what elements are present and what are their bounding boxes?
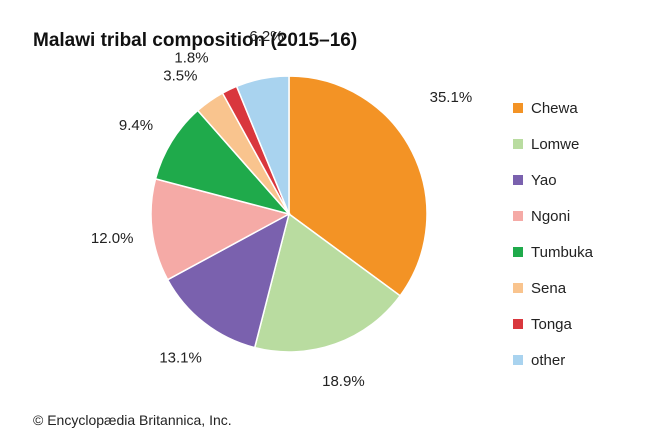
legend-item-tumbuka: Tumbuka — [513, 234, 593, 270]
slice-label-ngoni: 12.0% — [91, 230, 134, 247]
legend-item-lomwe: Lomwe — [513, 126, 593, 162]
legend-label: Lomwe — [531, 135, 580, 153]
legend-item-other: other — [513, 342, 593, 378]
chart-legend: Chewa Lomwe Yao Ngoni Tumbuka Sena Tonga other — [513, 90, 593, 378]
pie-slice-other — [235, 75, 290, 215]
slice-label-lomwe: 18.9% — [322, 373, 365, 390]
copyright-credit: © Encyclopædia Britannica, Inc. — [33, 412, 232, 428]
pie-slice-yao — [166, 212, 291, 349]
slice-label-chewa: 35.1% — [430, 89, 473, 106]
legend-label: Tonga — [531, 315, 572, 333]
slice-label-other: 6.2% — [249, 28, 283, 45]
legend-swatch — [513, 283, 523, 293]
chart-title: Malawi tribal composition (2015–16) — [33, 30, 358, 51]
legend-item-ngoni: Ngoni — [513, 198, 593, 234]
legend-label: Sena — [531, 279, 567, 297]
pie-slice-tumbuka — [154, 109, 292, 216]
slice-label-tonga: 1.8% — [174, 49, 208, 66]
legend-swatch — [513, 175, 523, 185]
legend-item-sena: Sena — [513, 270, 593, 306]
legend-label: Chewa — [531, 99, 578, 117]
legend-label: other — [531, 351, 566, 369]
pie-slice-ngoni — [150, 177, 292, 281]
legend-label: Yao — [531, 171, 557, 189]
slice-label-tumbuka: 9.4% — [119, 117, 153, 134]
slice-label-yao: 13.1% — [159, 349, 202, 366]
legend-swatch — [513, 103, 523, 113]
legend-swatch — [513, 355, 523, 365]
legend-swatch — [513, 211, 523, 221]
legend-swatch — [513, 139, 523, 149]
pie-slice-lomwe — [253, 212, 402, 353]
legend-item-tonga: Tonga — [513, 306, 593, 342]
legend-item-chewa: Chewa — [513, 90, 593, 126]
legend-swatch — [513, 319, 523, 329]
legend-item-yao: Yao — [513, 162, 593, 198]
legend-swatch — [513, 247, 523, 257]
pie-slice-chewa — [288, 75, 428, 297]
legend-label: Ngoni — [531, 207, 571, 225]
legend-label: Tumbuka — [531, 243, 593, 261]
slice-label-sena: 3.5% — [163, 68, 197, 85]
